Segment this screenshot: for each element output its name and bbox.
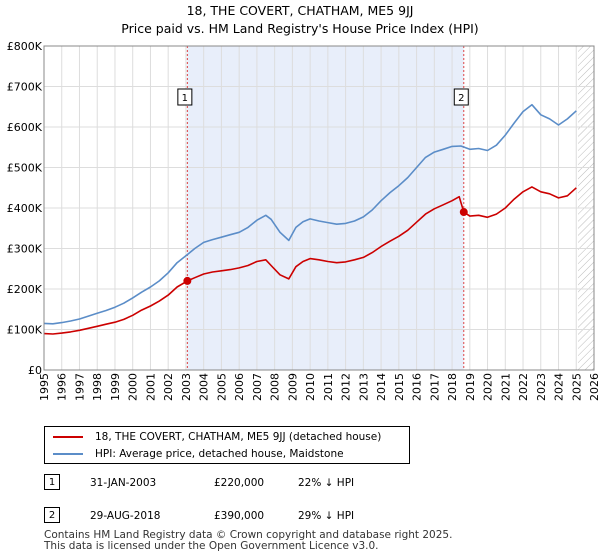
sale-hpi-diff: 29% ↓ HPI [298,510,355,522]
sale-price: £220,000 [214,477,265,489]
footer-line2: This data is licensed under the Open Gov… [44,540,379,552]
x-tick-label: 2011 [322,373,335,401]
legend-label-hpi: HPI: Average price, detached house, Maid… [95,448,344,460]
sale-hpi-diff: 22% ↓ HPI [298,477,355,489]
y-tick-label: £200K [7,283,43,296]
x-tick-label: 1995 [38,373,51,401]
x-tick-label: 2016 [411,373,424,401]
series-group [44,103,577,335]
plot-frame [43,45,595,371]
sale-date: 29-AUG-2018 [90,510,161,522]
sale-point [459,208,468,217]
legend-swatch-property [53,436,83,438]
x-tick-label: 2001 [144,373,157,401]
x-tick-label: 2014 [375,373,388,401]
x-tick-label: 2000 [127,373,140,401]
x-tick-label: 2008 [269,373,282,401]
y-tick-label: £0 [28,364,42,377]
y-tick-label: £500K [7,162,43,175]
x-tick-label: 1996 [56,373,69,401]
series-line [44,186,577,335]
x-tick-label: 2019 [464,373,477,401]
x-tick-label: 1997 [73,373,86,401]
x-tick-label: 2018 [446,373,459,401]
chart-title-line2: Price paid vs. HM Land Registry's House … [121,21,479,36]
y-tick-label: £400K [7,202,43,215]
sale-date: 31-JAN-2003 [90,477,157,489]
x-tick-label: 2023 [535,373,548,401]
sale-price: £390,000 [214,510,265,522]
y-tick-label: £100K [7,324,43,337]
x-tick-label: 2026 [588,373,600,401]
chart-title: 18, THE COVERT, CHATHAM, ME5 9JJ Price p… [0,2,600,38]
x-tick-label: 2017 [428,373,441,401]
x-tick-label: 1998 [91,373,104,401]
sale-point [183,276,192,285]
x-tick-label: 2020 [482,373,495,401]
x-tick-label: 2004 [198,373,211,401]
chart-title-line1: 18, THE COVERT, CHATHAM, ME5 9JJ [186,3,414,18]
sale-badge: 1 [44,474,60,490]
x-tick-label: 2005 [215,373,228,401]
series-line [44,103,577,325]
x-tick-label: 2012 [340,373,353,401]
legend: 18, THE COVERT, CHATHAM, ME5 9JJ (detach… [44,426,410,464]
y-tick-label: £600K [7,121,43,134]
legend-swatch-hpi [53,453,83,455]
y-tick-label: £700K [7,81,43,94]
sale-number-label: 1 [182,93,188,104]
x-tick-label: 2010 [304,373,317,401]
x-tick-label: 2007 [251,373,264,401]
footer-line1: Contains HM Land Registry data © Crown c… [44,529,453,541]
sale-number-box [177,88,193,106]
y-tick-label: £300K [7,243,43,256]
x-tick-label: 2025 [570,373,583,401]
footer: Contains HM Land Registry data © Crown c… [44,530,452,552]
x-tick-label: 2003 [180,373,193,401]
x-tick-label: 2021 [499,373,512,401]
x-tick-label: 2013 [357,373,370,401]
x-tick-label: 2022 [517,373,530,401]
sale-number-label: 2 [458,93,464,104]
x-tick-label: 2006 [233,373,246,401]
legend-label-property: 18, THE COVERT, CHATHAM, ME5 9JJ (detach… [95,431,382,443]
sale-badge: 2 [44,507,60,523]
x-tick-label: 1999 [109,373,122,401]
price-chart: 1 2 £0 £100K £200K £300K £400K £500K £600K £700K £… [7,40,600,401]
y-tick-label: £800K [7,40,43,53]
x-tick-label: 2002 [162,373,175,401]
x-tick-label: 2024 [553,373,566,401]
x-tick-label: 2009 [286,373,299,401]
x-tick-label: 2015 [393,373,406,401]
sale-number-box [453,88,469,106]
